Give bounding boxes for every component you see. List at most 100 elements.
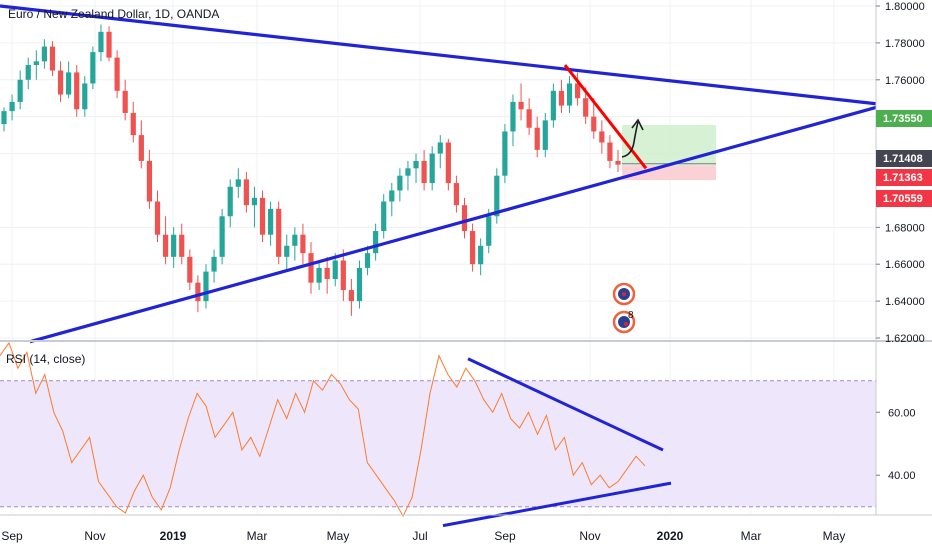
- candle-body: [591, 116, 597, 132]
- flag-event-count[interactable]: 8: [612, 310, 636, 334]
- candle: [122, 79, 128, 121]
- candle: [49, 41, 56, 77]
- rsi-title: RSI (14, close): [6, 352, 85, 366]
- price-tag-bg: [876, 169, 932, 186]
- candle-body: [437, 142, 443, 154]
- candle-body: [114, 57, 120, 91]
- price-tick-label: 1.64000: [885, 296, 925, 308]
- candle: [138, 120, 144, 169]
- rsi-lower-trend-line[interactable]: [442, 481, 672, 528]
- candle: [211, 249, 217, 283]
- candle-body: [429, 153, 435, 184]
- candle: [429, 146, 435, 191]
- rsi-axis-ticks: 60.00 40.00: [876, 407, 916, 482]
- candle-body: [187, 256, 193, 283]
- candle-body: [542, 120, 548, 150]
- candle: [510, 94, 516, 147]
- candle: [348, 278, 354, 316]
- candle-body: [308, 253, 314, 283]
- flag-event[interactable]: [612, 282, 636, 306]
- candle: [478, 238, 484, 276]
- candle-body: [203, 271, 209, 302]
- candle-body: [90, 52, 96, 84]
- candle: [453, 175, 460, 213]
- candle: [154, 190, 161, 243]
- candle-body: [397, 175, 403, 191]
- projection-curve[interactable]: [621, 121, 639, 158]
- candle-body: [259, 197, 266, 235]
- candle: [421, 149, 427, 191]
- position-loss-zone[interactable]: [622, 165, 716, 181]
- candle-body: [526, 109, 532, 128]
- candle-body: [316, 267, 322, 283]
- candle-body: [413, 160, 419, 169]
- candle-body: [421, 160, 427, 184]
- time-tick-label: Sep: [494, 529, 516, 543]
- candle: [66, 61, 72, 99]
- time-axis-ticks: Sep Nov 2019 Mar May Jul Sep Nov 2020 Mar May: [1, 529, 845, 543]
- candle-body: [364, 253, 371, 268]
- candle: [1, 107, 7, 132]
- price-tag-text: 1.71408: [883, 153, 923, 165]
- candle: [405, 160, 411, 191]
- upper-trend-line[interactable]: [0, 4, 877, 106]
- candle-body: [98, 31, 104, 53]
- price-tag-text: 1.71363: [883, 172, 923, 184]
- candle: [461, 197, 468, 239]
- candle: [268, 201, 274, 246]
- candle-body: [49, 46, 56, 71]
- candle-body: [57, 70, 64, 95]
- candle: [566, 76, 573, 113]
- red-trend-line[interactable]: [563, 64, 648, 170]
- time-tick-label: May: [823, 529, 846, 543]
- price-tag-text: 1.73550: [883, 113, 923, 125]
- candle-body: [486, 216, 492, 246]
- time-tick-label: 2019: [160, 529, 187, 543]
- candles-group: [1, 24, 621, 316]
- candle-body: [235, 179, 241, 187]
- time-tick-label: Nov: [84, 529, 105, 543]
- price-pane[interactable]: [0, 0, 876, 340]
- price-tag-entry: 1.71363: [876, 169, 932, 186]
- rsi-line[interactable]: [0, 341, 646, 518]
- chart-title: Euro / New Zealand Dollar, 1D, OANDA: [8, 7, 219, 21]
- candle-body: [227, 186, 233, 217]
- candle: [33, 50, 39, 80]
- candle-body: [130, 112, 136, 136]
- candle: [550, 83, 556, 128]
- candle: [558, 79, 565, 113]
- time-tick-label: Mar: [741, 529, 762, 543]
- lower-trend-line[interactable]: [29, 105, 877, 344]
- candle: [397, 168, 403, 202]
- candle-body: [445, 142, 451, 184]
- candle: [114, 50, 120, 99]
- candle: [526, 98, 532, 136]
- price-axis[interactable]: [876, 0, 932, 515]
- candle-body: [146, 160, 153, 202]
- price-tag-bg: [876, 110, 932, 127]
- rsi-band: [0, 380, 876, 507]
- candle-body: [340, 260, 346, 291]
- candle: [243, 172, 249, 213]
- candle-body: [461, 205, 468, 232]
- candle-body: [243, 179, 249, 206]
- price-tag-stop-loss: 1.70559: [876, 190, 932, 207]
- time-tick-label: May: [327, 529, 350, 543]
- candle: [413, 153, 419, 184]
- candle-body: [566, 83, 573, 106]
- candle: [542, 112, 548, 158]
- price-tick-label: 1.76000: [885, 75, 925, 87]
- price-tag-take-profit: 1.73550: [876, 110, 932, 127]
- time-tick-label: 2020: [657, 529, 684, 543]
- candle-body: [268, 208, 274, 235]
- price-tag-text: 1.70559: [883, 193, 923, 205]
- candle-body: [251, 197, 258, 206]
- candle: [106, 26, 112, 62]
- candle-body: [373, 231, 379, 254]
- price-tags: 1.73550 1.71408 1.71363 1.70559: [876, 110, 932, 207]
- candle-body: [324, 267, 330, 279]
- candle: [308, 242, 314, 294]
- rsi-upper-trend-line[interactable]: [467, 357, 664, 452]
